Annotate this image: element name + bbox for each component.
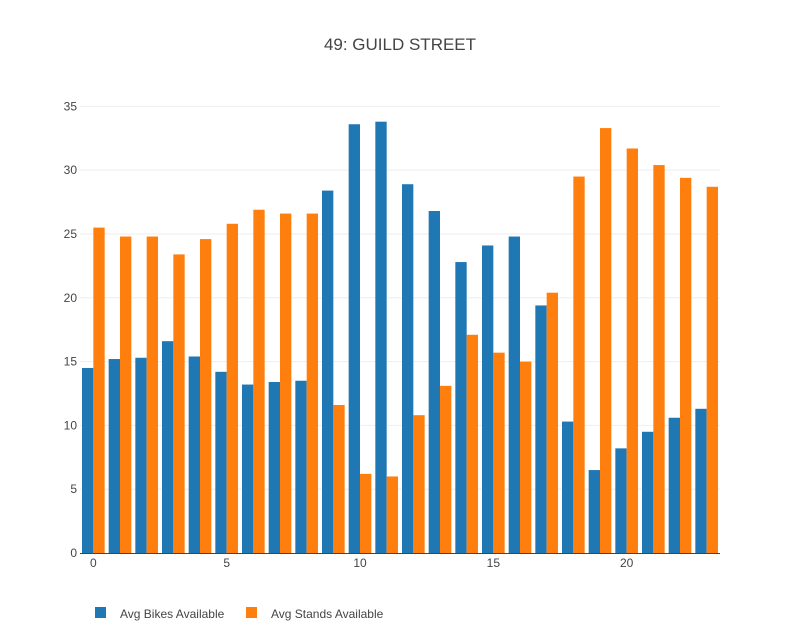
y-axis-ticks: 0 5 10 15 20 25 30 35: [64, 99, 78, 560]
bar-bikes-22: [668, 417, 680, 553]
bar-bikes-6: [242, 384, 254, 553]
bar-bikes-1: [108, 359, 120, 553]
legend-swatch: [95, 607, 106, 618]
y-tick-label: 35: [64, 99, 78, 113]
bar-bikes-13: [428, 211, 440, 553]
y-tick-label: 0: [70, 546, 77, 560]
legend[interactable]: Avg Bikes Available Avg Stands Available: [95, 607, 384, 621]
chart-title: 49: GUILD STREET: [324, 35, 476, 54]
series-1: [93, 128, 718, 554]
y-tick-label: 20: [64, 291, 78, 305]
legend-swatch: [246, 607, 257, 618]
bar-bikes-20: [615, 448, 627, 553]
bar-bikes-8: [295, 380, 307, 553]
bar-stands-4: [200, 239, 212, 553]
bar-stands-22: [680, 177, 692, 554]
bar-bikes-11: [375, 121, 387, 553]
legend-item-1[interactable]: Avg Stands Available: [246, 607, 384, 621]
bar-bikes-5: [215, 371, 227, 553]
x-tick-label: 10: [353, 556, 367, 570]
bar-bikes-21: [642, 431, 654, 553]
bar-bikes-7: [268, 382, 280, 553]
bar-stands-17: [546, 292, 558, 553]
bar-stands-6: [253, 209, 265, 553]
bar-stands-13: [440, 385, 452, 553]
bar-bikes-2: [135, 357, 147, 553]
bar-stands-3: [173, 254, 185, 553]
x-tick-label: 15: [487, 556, 501, 570]
bar-bikes-0: [82, 367, 94, 553]
bar-stands-0: [93, 227, 105, 553]
y-tick-label: 25: [64, 227, 78, 241]
bar-stands-19: [600, 128, 612, 553]
bar-stands-9: [333, 404, 345, 553]
bar-stands-7: [280, 213, 292, 553]
x-axis-ticks: 0 5 10 15 20: [90, 556, 634, 570]
bar-stands-1: [120, 236, 132, 553]
y-tick-label: 5: [70, 482, 77, 496]
y-tick-label: 15: [64, 355, 78, 369]
bar-stands-8: [306, 213, 318, 553]
bar-stands-20: [626, 148, 638, 553]
bar-stands-12: [413, 415, 425, 553]
bar-stands-2: [146, 236, 158, 553]
x-tick-label: 20: [620, 556, 634, 570]
bar-stands-21: [653, 165, 665, 554]
y-tick-label: 10: [64, 418, 78, 432]
grid-lines: [80, 105, 720, 490]
bar-stands-14: [466, 334, 478, 553]
legend-item-0[interactable]: Avg Bikes Available: [95, 607, 225, 621]
bar-bikes-15: [482, 245, 494, 553]
bar-bikes-17: [535, 305, 547, 553]
bar-bikes-10: [348, 124, 360, 554]
bar-bikes-16: [508, 236, 520, 553]
legend-label: Avg Bikes Available: [120, 607, 225, 621]
bar-bikes-14: [455, 262, 467, 553]
bar-bikes-4: [188, 356, 200, 553]
bar-stands-18: [573, 176, 585, 553]
bar-stands-15: [493, 352, 505, 553]
bar-stands-16: [520, 361, 532, 553]
x-tick-label: 5: [223, 556, 230, 570]
x-tick-label: 0: [90, 556, 97, 570]
bar-stands-11: [386, 476, 398, 553]
bar-stands-10: [360, 473, 372, 553]
bar-stands-23: [706, 186, 718, 553]
bar-bikes-9: [322, 190, 334, 553]
bars: [82, 121, 718, 554]
series-0: [82, 121, 707, 554]
bar-bikes-18: [562, 421, 574, 553]
bar-bikes-19: [588, 470, 600, 553]
bar-stands-5: [226, 223, 238, 553]
y-tick-label: 30: [64, 163, 78, 177]
bar-bikes-3: [162, 341, 174, 553]
legend-label: Avg Stands Available: [271, 607, 384, 621]
bar-bikes-23: [695, 408, 707, 553]
bar-bikes-12: [402, 184, 414, 553]
